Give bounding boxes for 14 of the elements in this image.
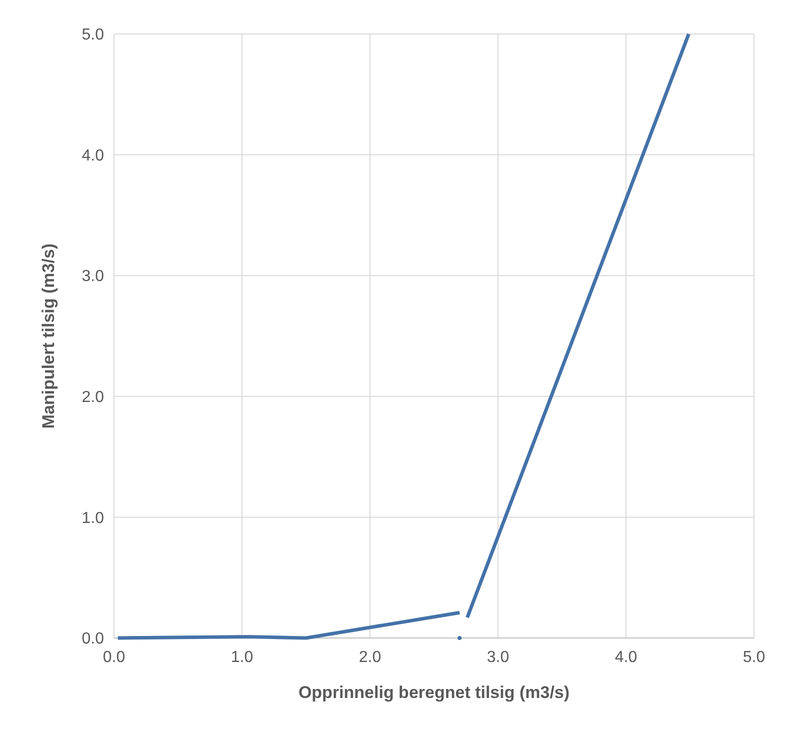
x-tick-label: 0.0 — [102, 649, 126, 666]
x-tick-label: 5.0 — [742, 649, 766, 666]
y-tick-label: 5.0 — [82, 26, 104, 44]
x-tick-label: 3.0 — [486, 649, 510, 666]
y-tick-label: 2.0 — [82, 389, 104, 406]
y-tick-label: 1.0 — [82, 510, 104, 527]
x-tick-label: 1.0 — [230, 649, 254, 666]
y-tick-label: 0.0 — [82, 630, 104, 648]
y-tick-label: 3.0 — [82, 268, 104, 286]
y-tick-label: 4.0 — [82, 147, 104, 164]
x-tick-label: 2.0 — [358, 649, 382, 666]
y-axis-title: Manipulert tilsig (m3/s) — [39, 243, 58, 429]
x-axis-title: Opprinnelig beregnet tilsig (m3/s) — [298, 683, 570, 702]
x-tick-label: 4.0 — [614, 649, 638, 666]
